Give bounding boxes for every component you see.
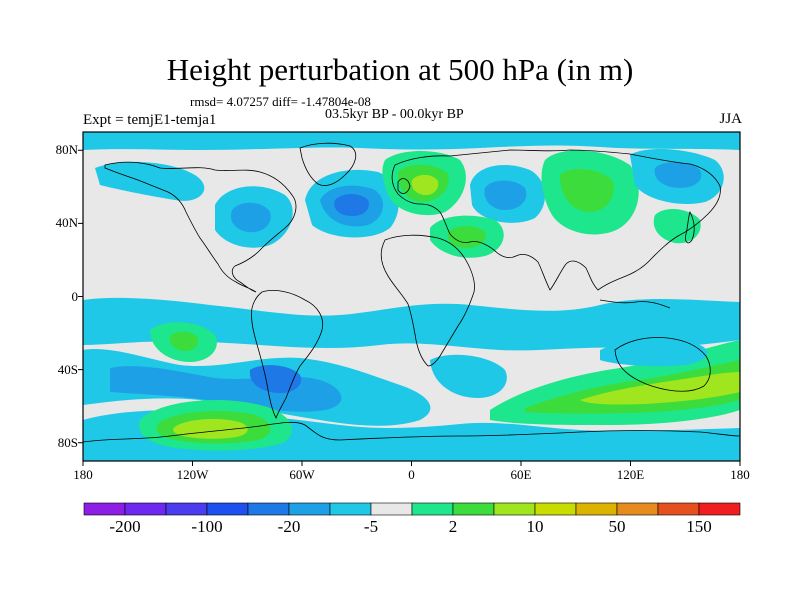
colorbar-swatch <box>657 502 700 516</box>
east-australia-low <box>600 340 708 367</box>
coast-australia <box>614 337 711 392</box>
north-pacific-patch <box>95 161 205 201</box>
south-pacific-ridge-peak <box>173 419 248 439</box>
colorbar-swatch <box>616 502 659 516</box>
colorbar-swatch <box>534 502 577 516</box>
colorbar-swatch <box>698 502 741 516</box>
north-atlantic-low-core <box>334 194 369 217</box>
south-tropics-band <box>83 297 740 351</box>
lat-tick-label: 80N <box>55 142 78 158</box>
colorbar-swatch <box>493 502 536 516</box>
europe-high-peak <box>411 174 439 196</box>
coast-indonesia <box>599 299 671 309</box>
axis-ticks <box>78 149 741 466</box>
stats-text: rmsd= 4.07257 diff= -1.47804e-08 <box>190 94 371 109</box>
colorbar-swatch <box>370 502 413 516</box>
colorbar-swatch <box>452 502 495 516</box>
colorbar-label: -100 <box>191 517 223 536</box>
colorbar-swatch <box>329 502 372 516</box>
coast-north-america <box>104 161 297 293</box>
lon-tick-label: 120W <box>176 467 209 482</box>
colorbar-label: 2 <box>448 517 458 536</box>
middle-east-high-core <box>447 226 486 248</box>
lat-tick-label: 40S <box>57 361 78 377</box>
lon-tick-label: 120E <box>616 467 645 482</box>
coast-japan <box>685 210 695 244</box>
colorbar-swatch <box>124 502 167 516</box>
colorbar-label: 10 <box>526 517 544 536</box>
lon-tick-label: 180 <box>73 467 93 482</box>
lon-tick-label: 60W <box>289 467 315 482</box>
coast-eurasia <box>391 149 721 291</box>
lat-tick-label: 40N <box>55 215 78 231</box>
colorbar-swatch <box>288 502 331 516</box>
colorbar-swatch <box>247 502 290 516</box>
experiment-label: Expt = temjE1-temja1 <box>83 112 217 128</box>
lon-tick-label: 180 <box>730 467 750 482</box>
colorbar-swatch <box>206 502 249 516</box>
pacific-northwest-low-core <box>654 162 702 188</box>
lon-tick-label: 0 <box>408 467 415 482</box>
colorbar-swatch <box>575 502 618 516</box>
colorbar-swatch <box>83 502 126 516</box>
coast-greenland <box>299 142 357 186</box>
coastlines <box>83 142 740 443</box>
south-pacific-high-core <box>169 331 199 352</box>
north-america-low-core <box>230 202 271 233</box>
lat-tick-label: 0 <box>71 288 79 304</box>
coast-antarctica <box>83 421 740 443</box>
colorbar-swatch <box>411 502 454 516</box>
colorbar-label: 150 <box>686 517 712 536</box>
siberia-high-core <box>560 168 614 213</box>
coast-south-america <box>251 290 324 420</box>
colorbar <box>83 502 741 516</box>
period-text: 03.5kyr BP - 00.0kyr BP <box>325 107 464 122</box>
season-label: JJA <box>719 111 742 127</box>
lon-tick-label: 60E <box>510 467 532 482</box>
southern-ocean-low-core <box>249 365 302 394</box>
central-asia-low-core <box>484 180 527 210</box>
colorbar-label: -5 <box>363 517 379 536</box>
indian-ocean-low <box>430 354 507 398</box>
colorbar-label: -20 <box>277 517 301 536</box>
map-title: Height perturbation at 500 hPa (in m) <box>166 52 634 87</box>
colorbar-label: -200 <box>109 517 141 536</box>
colorbar-swatch <box>165 502 208 516</box>
coast-uk <box>397 178 411 194</box>
contour-field <box>83 132 740 461</box>
arctic-band <box>83 132 740 150</box>
southeast-atlantic-low <box>350 435 463 457</box>
coast-africa <box>380 234 475 367</box>
lat-tick-label: 80S <box>57 434 78 450</box>
colorbar-label: 50 <box>608 517 626 536</box>
